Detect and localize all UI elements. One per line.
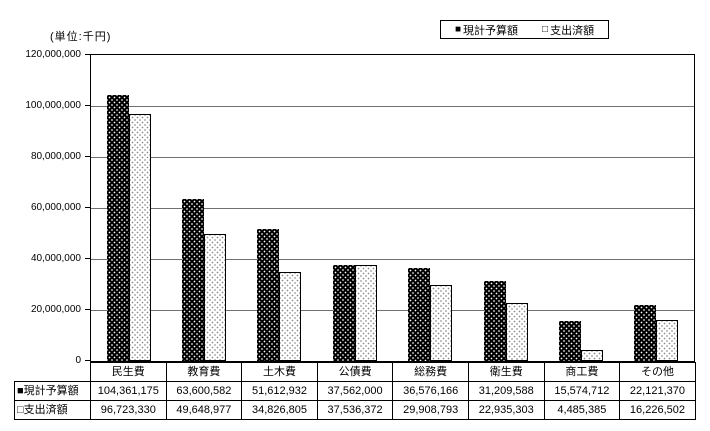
legend-label: 支出済額 xyxy=(550,24,595,37)
bar-支出済額-公債費 xyxy=(354,265,377,361)
category-header-cell: 衛生費 xyxy=(467,362,545,382)
filled-square-icon: ■ xyxy=(455,23,462,35)
legend-label: 現計予算額 xyxy=(463,24,519,37)
bar-支出済額-民生費 xyxy=(128,114,151,361)
y-axis-tick-label: 100,000,000 xyxy=(25,100,81,111)
y-axis-tick-label: 20,000,000 xyxy=(30,304,81,315)
bar-現計予算額-教育費 xyxy=(182,199,205,361)
bar-現計予算額-土木費 xyxy=(257,229,280,361)
gridline xyxy=(91,259,694,260)
gridline xyxy=(91,106,694,107)
bar-現計予算額-総務費 xyxy=(408,268,431,361)
y-axis-tick-mark xyxy=(85,360,90,361)
category-header-cell: その他 xyxy=(619,362,696,382)
value-cell: 31,209,588 xyxy=(467,381,545,401)
y-axis-ticks xyxy=(85,54,90,362)
value-cell: 22,121,370 xyxy=(619,381,696,401)
y-axis-labels: 0 20,000,000 40,000,000 60,000,000 80,000,00… xyxy=(0,49,85,366)
row-header-cell: □支出済額 xyxy=(14,400,91,420)
legend-entry-支出済額: □ 支出済額 xyxy=(542,22,594,38)
category-header-cell: 公債費 xyxy=(316,362,394,382)
legend-entry-現計予算額: ■ 現計予算額 xyxy=(455,22,518,38)
open-square-icon: □ xyxy=(542,23,549,35)
table-row-現計予算額: ■現計予算額 104,361,175 63,600,582 51,612,932 37,… xyxy=(14,381,696,401)
y-axis-tick-label: 80,000,000 xyxy=(30,151,81,162)
table-corner-cell xyxy=(15,363,91,382)
y-axis-tick-label: 40,000,000 xyxy=(30,253,81,264)
y-axis-tick-mark xyxy=(85,207,90,208)
gridline xyxy=(91,208,694,209)
bar-支出済額-土木費 xyxy=(279,272,302,361)
plot-area xyxy=(90,54,695,362)
bar-現計予算額-衛生費 xyxy=(483,281,506,361)
bar-支出済額-その他 xyxy=(656,320,679,361)
gridline xyxy=(91,157,694,158)
row-header-cell: ■現計予算額 xyxy=(14,381,91,401)
category-header-cell: 商工費 xyxy=(543,362,621,382)
value-cell: 63,600,582 xyxy=(165,381,243,401)
value-cell: 34,826,805 xyxy=(241,400,318,420)
bar-現計予算額-公債費 xyxy=(332,265,355,361)
table-header-row: 民生費 教育費 土木費 公債費 総務費 衛生費 商工費 その他 xyxy=(15,362,696,382)
y-axis-tick-label: 0 xyxy=(75,355,81,366)
category-header-cell: 総務費 xyxy=(392,362,469,382)
y-axis-tick-mark xyxy=(85,156,90,157)
y-axis-tick-label: 60,000,000 xyxy=(30,202,81,213)
value-cell: 49,648,977 xyxy=(165,400,243,420)
legend: ■ 現計予算額 □ 支出済額 xyxy=(440,20,610,39)
value-cell: 96,723,330 xyxy=(90,400,167,420)
value-cell: 29,908,793 xyxy=(392,400,469,420)
y-axis-tick-mark xyxy=(85,54,90,55)
value-cell: 22,935,303 xyxy=(467,400,545,420)
unit-label: (単位:千円) xyxy=(50,31,112,43)
gridline xyxy=(91,310,694,311)
category-header-cell: 教育費 xyxy=(165,362,243,382)
y-axis-tick-label: 120,000,000 xyxy=(25,49,81,60)
data-table: 民生費 教育費 土木費 公債費 総務費 衛生費 商工費 その他 ■現計予算額 104,361,17… xyxy=(14,362,696,420)
bar-現計予算額-商工費 xyxy=(558,321,581,361)
y-axis-tick-mark xyxy=(85,105,90,106)
bar-現計予算額-民生費 xyxy=(106,95,129,361)
category-header-cell: 土木費 xyxy=(241,362,318,382)
bar-支出済額-教育費 xyxy=(204,234,227,361)
value-cell: 37,536,372 xyxy=(316,400,394,420)
value-cell: 51,612,932 xyxy=(241,381,318,401)
value-cell: 104,361,175 xyxy=(90,381,167,401)
value-cell: 36,576,166 xyxy=(392,381,469,401)
y-axis-tick-mark xyxy=(85,309,90,310)
category-header-cell: 民生費 xyxy=(90,362,167,382)
bar-支出済額-衛生費 xyxy=(505,303,528,361)
bar-現計予算額-その他 xyxy=(634,305,657,361)
value-cell: 15,574,712 xyxy=(543,381,621,401)
y-axis-tick-mark xyxy=(85,258,90,259)
value-cell: 16,226,502 xyxy=(619,400,696,420)
value-cell: 37,562,000 xyxy=(316,381,394,401)
bar-支出済額-商工費 xyxy=(580,350,603,361)
table-row-支出済額: □支出済額 96,723,330 49,648,977 34,826,805 37,53… xyxy=(14,400,696,420)
value-cell: 4,485,385 xyxy=(543,400,621,420)
bar-支出済額-総務費 xyxy=(430,285,453,361)
